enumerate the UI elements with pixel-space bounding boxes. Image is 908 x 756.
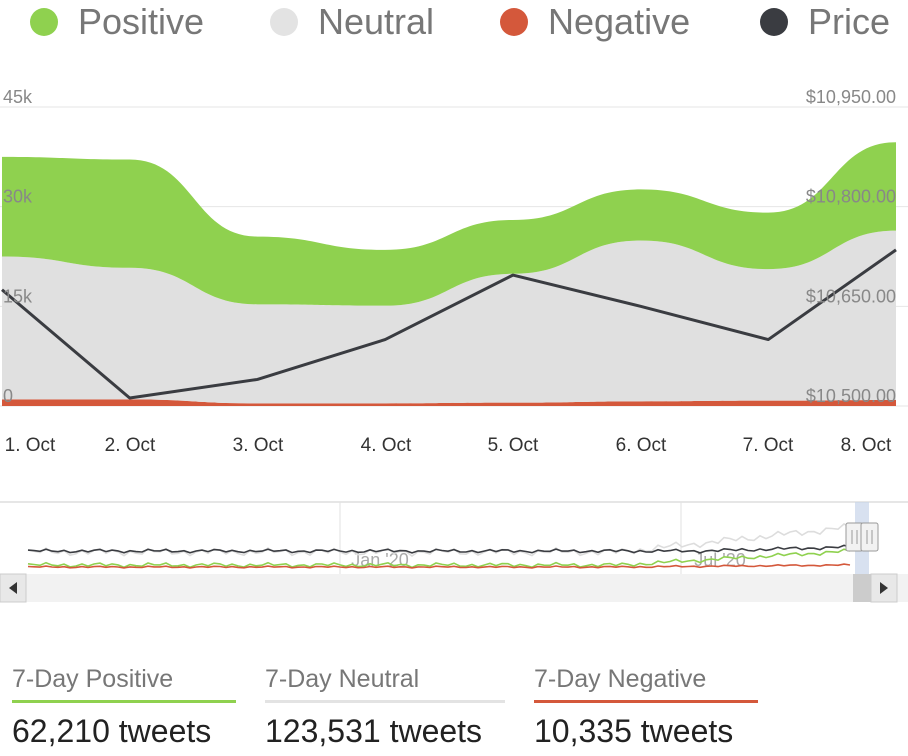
sentiment-chart: 0 15k 30k 45k $10,500.00 $10,650.00 $10,800.00… [0,87,908,603]
scrollbar-thumb[interactable] [853,574,871,602]
stat-bar-neutral [265,700,505,703]
x-tick-label: 8. Oct [841,435,892,456]
legend-item-negative[interactable]: Negative [500,0,690,44]
legend-label-negative: Negative [548,1,691,42]
legend-label-neutral: Neutral [318,1,435,42]
stacked-areas [2,142,896,406]
legend-item-price[interactable]: Price [760,0,890,44]
stat-neutral: 7-Day Neutral 123,531 tweets [265,660,505,750]
x-tick-label: 1. Oct [5,435,56,456]
navigator-label-jul: Jul '20 [694,550,745,570]
legend-label-price: Price [808,1,891,42]
navigator-line [27,544,851,554]
y-axis-labels: 0 15k 30k 45k $10,500.00 $10,650.00 $10,800.00… [3,87,896,406]
stat-title-positive: 7-Day Positive [12,665,174,693]
navigator-line [27,548,851,569]
stat-bar-negative [534,700,758,703]
y-tick-label-right: $10,500.00 [806,386,896,406]
x-tick-label: 6. Oct [616,435,667,456]
y-tick-label-right: $10,650.00 [806,286,896,306]
stat-value-neutral: 123,531 tweets [265,713,483,749]
area-series-positive [2,142,896,306]
area-series-neutral [2,230,896,404]
y-tick-label-left: 45k [3,87,33,107]
x-tick-label: 4. Oct [361,435,412,456]
y-tick-label-right: $10,800.00 [806,187,896,207]
y-tick-label-left: 0 [3,386,13,406]
legend-dot-positive-icon [30,8,58,36]
x-tick-label: 5. Oct [488,435,539,456]
stat-positive: 7-Day Positive 62,210 tweets [12,660,236,750]
legend-dot-neutral-icon [270,8,298,36]
arrow-right-icon [880,582,888,594]
navigator-handle-left[interactable] [845,522,864,552]
area-series-negative [2,399,896,406]
navigator-line [27,563,851,569]
legend-dot-negative-icon [500,8,528,36]
stat-title-neutral: 7-Day Neutral [265,665,420,693]
stat-title-negative: 7-Day Negative [534,665,707,693]
price-line-layer [1,248,897,400]
weekly-stats: 7-Day Positive 62,210 tweets 7-Day Neutr… [0,660,908,756]
scrollbar-track[interactable] [0,574,908,602]
arrow-left-icon [9,582,17,594]
y-tick-label-left: 30k [3,187,33,207]
x-tick-label: 3. Oct [233,435,284,456]
legend-label-positive: Positive [78,1,205,42]
stat-value-negative: 10,335 tweets [534,713,734,749]
legend-item-positive[interactable]: Positive [30,0,204,44]
navigator-series [27,523,851,569]
y-tick-label-right: $10,950.00 [806,87,896,107]
x-axis-labels: 1. Oct 2. Oct 3. Oct 4. Oct 5. Oct 6. Oct 7. O… [5,435,892,456]
stat-bar-positive [12,700,236,703]
scrollbar[interactable] [0,573,908,603]
legend-dot-price-icon [760,8,788,36]
x-tick-label: 2. Oct [105,435,156,456]
y-tick-label-left: 15k [3,286,33,306]
x-tick-label: 7. Oct [743,435,794,456]
stat-value-positive: 62,210 tweets [12,713,212,749]
navigator-handle-right[interactable] [860,522,879,552]
navigator[interactable]: Jan '20 Jul '20 [0,501,908,574]
legend-item-neutral[interactable]: Neutral [270,0,434,44]
line-series-price [1,248,897,400]
stat-negative: 7-Day Negative 10,335 tweets [534,660,758,750]
chart-legend: Positive Neutral Negative Price [0,0,908,50]
